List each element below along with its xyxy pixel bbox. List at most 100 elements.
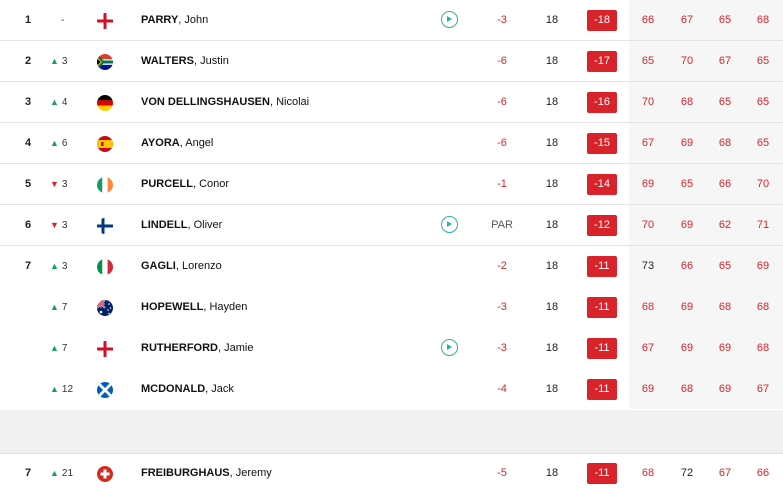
movement: ▼ 3 <box>50 164 90 205</box>
holes-thru: 18 <box>545 301 559 313</box>
total-score-badge: -11 <box>587 463 617 484</box>
player-last-name: RUTHERFORD <box>141 342 218 354</box>
round-1-score: 65 <box>641 55 655 67</box>
total-score-badge: -17 <box>587 51 617 72</box>
round-4-score: 65 <box>756 96 770 108</box>
table-row[interactable]: 2 ▲ 3 WALTERS, Justin -6 18 -17 65 70 67 65 <box>0 41 783 82</box>
player-last-name: MCDONALD <box>141 383 206 395</box>
player-name-link[interactable]: PURCELL, Conor <box>141 178 230 190</box>
total-score-badge: -11 <box>587 338 617 359</box>
player-name-link[interactable]: HOPEWELL, Hayden <box>141 301 248 313</box>
round-3-score: 68 <box>718 301 732 313</box>
position: 5 <box>24 178 32 190</box>
arrow-up-icon: ▲ <box>50 302 59 312</box>
round-1-score: 68 <box>641 301 655 313</box>
round-4-score: 71 <box>756 219 770 231</box>
player-name-link[interactable]: MCDONALD, Jack <box>141 383 234 395</box>
south-africa-flag-icon <box>97 54 113 70</box>
player-name-link[interactable]: FREIBURGHAUS, Jeremy <box>141 467 272 479</box>
table-row[interactable]: 7 ▲ 3 GAGLI, Lorenzo -2 18 -11 73 66 65 69 <box>0 246 783 287</box>
position: 7 <box>24 467 32 479</box>
round-4-score: 65 <box>756 137 770 149</box>
round-1-score: 69 <box>641 178 655 190</box>
finland-flag-icon <box>97 218 113 234</box>
today-score: -3 <box>497 14 507 26</box>
today-score: -6 <box>497 137 507 149</box>
player-first-name: Jeremy <box>235 467 272 479</box>
round-3-score: 69 <box>718 342 732 354</box>
today-score: -4 <box>497 383 507 395</box>
player-name-link[interactable]: VON DELLINGSHAUSEN, Nicolai <box>141 96 310 108</box>
table-row[interactable]: 5 ▼ 3 PURCELL, Conor -1 18 -14 69 65 66 70 <box>0 164 783 205</box>
table-row[interactable]: ▲ 7 HOPEWELL, Hayden -3 18 -11 68 69 68 68 <box>0 287 783 328</box>
round-3-score: 65 <box>718 96 732 108</box>
round-1-score: 68 <box>641 467 655 479</box>
table-row[interactable]: ▲ 7 RUTHERFORD, Jamie -3 18 -11 67 69 69 68 <box>0 328 783 369</box>
round-3-score: 65 <box>718 260 732 272</box>
position: 3 <box>24 96 32 108</box>
movement: ▲ 3 <box>50 41 90 82</box>
player-first-name: Lorenzo <box>181 260 222 272</box>
movement-value: 4 <box>61 97 68 108</box>
position: 7 <box>24 260 32 272</box>
round-2-score: 69 <box>680 137 694 149</box>
player-last-name: FREIBURGHAUS <box>141 467 230 479</box>
player-name-link[interactable]: WALTERS, Justin <box>141 55 229 67</box>
table-row[interactable]: 6 ▼ 3 LINDELL, Oliver PAR 18 -12 70 69 62 71 <box>0 205 783 246</box>
movement-value: - <box>61 15 65 26</box>
player-name-link[interactable]: GAGLI, Lorenzo <box>141 260 222 272</box>
round-2-score: 66 <box>680 260 694 272</box>
movement: ▲ 3 <box>50 246 90 287</box>
round-4-score: 68 <box>756 301 770 313</box>
arrow-up-icon: ▲ <box>50 343 59 353</box>
play-video-icon[interactable] <box>441 339 458 356</box>
holes-thru: 18 <box>545 219 559 231</box>
player-name-link[interactable]: AYORA, Angel <box>141 137 214 149</box>
round-4-score: 66 <box>756 467 770 479</box>
section-gap <box>0 410 783 454</box>
movement: - <box>50 0 90 41</box>
player-name-link[interactable]: LINDELL, Oliver <box>141 219 223 231</box>
play-video-icon[interactable] <box>441 11 458 28</box>
player-first-name: Hayden <box>209 301 248 313</box>
movement-value: 3 <box>61 179 68 190</box>
table-row[interactable]: 7 ▲ 21 FREIBURGHAUS, Jeremy -5 18 -11 68 72 67 66 <box>0 453 783 494</box>
total-score-badge: -18 <box>587 10 617 31</box>
player-last-name: PURCELL <box>141 178 193 190</box>
movement: ▲ 6 <box>50 123 90 164</box>
table-row[interactable]: 4 ▲ 6 AYORA, Angel -6 18 -15 67 69 68 65 <box>0 123 783 164</box>
holes-thru: 18 <box>545 260 559 272</box>
position <box>20 287 36 328</box>
ireland-flag-icon <box>97 177 113 193</box>
player-first-name: Conor <box>199 178 230 190</box>
round-3-score: 67 <box>718 55 732 67</box>
player-last-name: GAGLI <box>141 260 176 272</box>
table-row[interactable]: 3 ▲ 4 VON DELLINGSHAUSEN, Nicolai -6 18 -16 70 6… <box>0 82 783 123</box>
player-first-name: Jamie <box>224 342 254 354</box>
round-4-score: 67 <box>756 383 770 395</box>
today-score: -5 <box>497 467 507 479</box>
australia-flag-icon <box>97 300 113 316</box>
player-name-link[interactable]: PARRY, John <box>141 14 209 26</box>
england-flag-icon <box>97 13 113 29</box>
position: 2 <box>24 55 32 67</box>
table-row[interactable]: 1 - PARRY, John -3 18 -18 66 67 65 68 <box>0 0 783 41</box>
round-4-score: 70 <box>756 178 770 190</box>
round-3-score: 69 <box>718 383 732 395</box>
round-2-score: 68 <box>680 96 694 108</box>
holes-thru: 18 <box>545 383 559 395</box>
player-first-name: Nicolai <box>276 96 310 108</box>
holes-thru: 18 <box>545 96 559 108</box>
player-name-link[interactable]: RUTHERFORD, Jamie <box>141 342 254 354</box>
play-video-icon[interactable] <box>441 216 458 233</box>
movement-value: 21 <box>61 468 74 479</box>
round-2-score: 68 <box>680 383 694 395</box>
table-row[interactable]: ▲ 12 MCDONALD, Jack -4 18 -11 69 68 69 67 <box>0 369 783 410</box>
movement: ▲ 21 <box>50 453 90 494</box>
round-2-score: 70 <box>680 55 694 67</box>
round-3-score: 67 <box>718 467 732 479</box>
holes-thru: 18 <box>545 14 559 26</box>
holes-thru: 18 <box>545 342 559 354</box>
today-score: -2 <box>497 260 507 272</box>
